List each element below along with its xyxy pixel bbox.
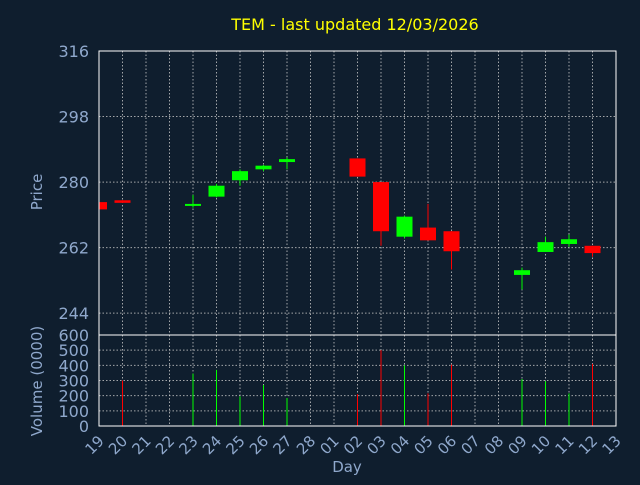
x-tick-label: 28 [293,432,319,458]
x-tick-label: 01 [316,432,342,458]
volume-tick-label: 600 [58,326,89,345]
x-tick-label: 21 [128,432,154,458]
candle-body [443,231,460,252]
candle-body [232,171,248,181]
x-tick-label: 23 [175,432,201,458]
candle-body [349,158,366,177]
x-tick-label: 03 [363,432,389,458]
candle-body [373,182,389,232]
volume-tick-label: 200 [58,387,89,406]
x-axis-label: Day [332,458,362,476]
volume-tick-label: 0 [79,417,89,436]
x-tick-label: 10 [528,432,554,458]
x-tick-label: 25 [222,432,248,458]
candle-body [561,239,577,244]
price-axis-label: Price [28,174,46,211]
x-tick-label: 22 [152,432,178,458]
volume-axis-label: Volume (0000) [28,326,46,436]
price-candles [98,157,601,290]
chart-title: TEM - last updated 12/03/2026 [230,15,478,34]
x-tick-label: 07 [457,432,483,458]
price-tick-label: 280 [58,173,89,192]
x-tick-label: 02 [340,432,366,458]
x-tick-label: 04 [387,432,413,458]
volume-tick-label: 500 [58,341,89,360]
x-tick-label: 11 [551,432,577,458]
x-tick-label: 05 [410,432,436,458]
x-ticks: 1920212223242526272801020304050607080910… [81,432,624,458]
candle-body [514,270,530,275]
price-tick-label: 244 [58,304,89,323]
candle-body [537,242,554,252]
x-tick-label: 26 [246,432,272,458]
candle-body [396,216,413,237]
candle-body [279,159,295,163]
candle-body [99,202,107,210]
x-tick-label: 12 [575,432,601,458]
candle-body [584,245,601,254]
price-tick-label: 298 [58,108,89,127]
volume-tick-label: 400 [58,356,89,375]
volume-tick-label: 300 [58,372,89,391]
volume-bars [122,350,593,426]
price-tick-label: 262 [58,239,89,258]
volume-tick-label: 100 [58,402,89,421]
price-tick-label: 316 [58,42,89,61]
candle-body [114,200,131,203]
x-tick-label: 27 [269,432,295,458]
candle-body [208,185,225,197]
x-tick-label: 24 [199,432,225,458]
x-tick-label: 20 [105,432,131,458]
x-tick-label: 09 [504,432,530,458]
x-tick-label: 13 [598,432,624,458]
candle-body [420,227,436,241]
x-tick-label: 08 [481,432,507,458]
candle-body [255,165,272,170]
price-grid [98,50,617,335]
x-tick-label: 06 [434,432,460,458]
volume-panel-frame [98,334,617,427]
candle-body [185,203,201,206]
price-y-ticks: 244 262 280 298 316 [58,42,89,323]
